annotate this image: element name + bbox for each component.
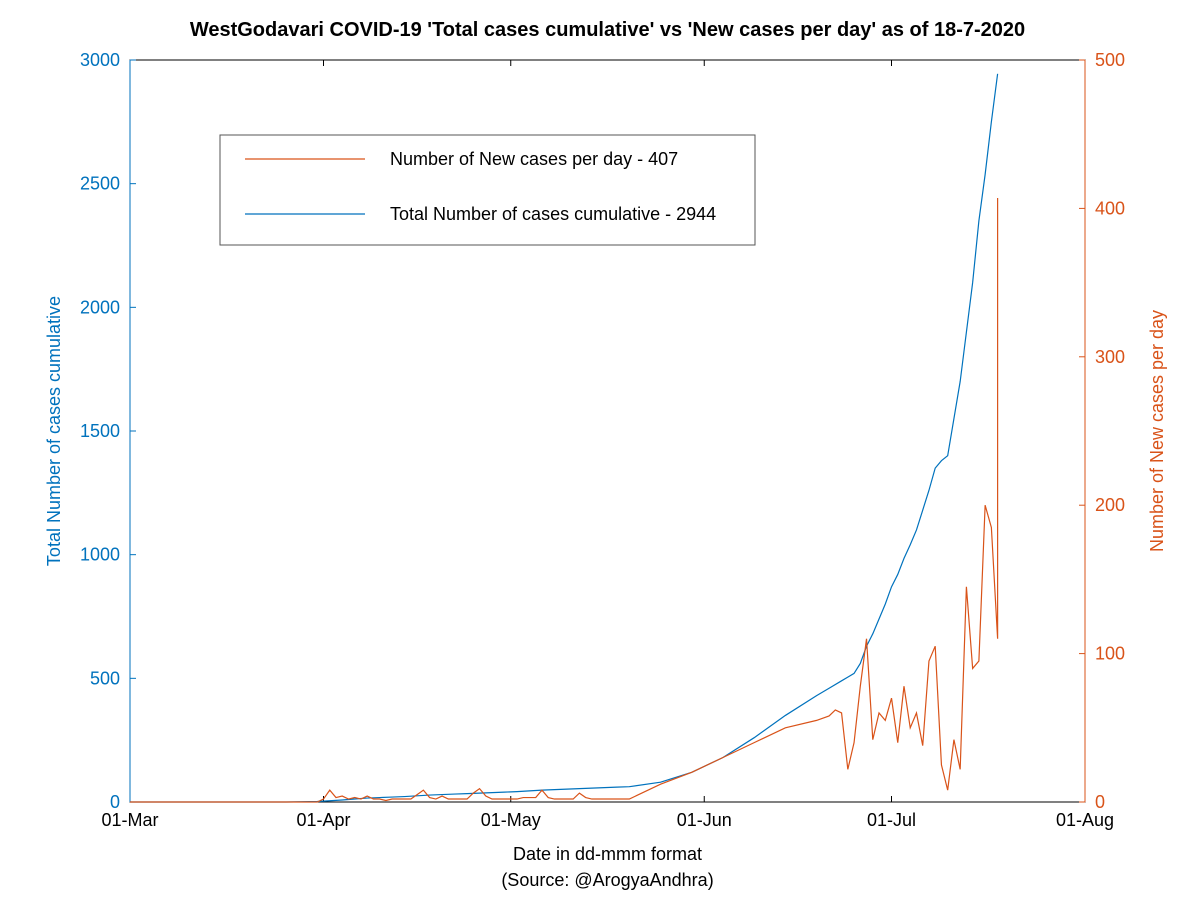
y-left-axis-label: Total Number of cases cumulative bbox=[44, 296, 64, 566]
y-right-tick-label: 0 bbox=[1095, 792, 1105, 812]
chart-title: WestGodavari COVID-19 'Total cases cumul… bbox=[190, 19, 1025, 41]
series-new-line bbox=[130, 198, 998, 802]
y-right-axis-label: Number of New cases per day bbox=[1147, 310, 1167, 552]
y-right-tick-label: 400 bbox=[1095, 198, 1125, 218]
x-tick-label: 01-Mar bbox=[101, 810, 158, 830]
x-tick-label: 01-Apr bbox=[296, 810, 350, 830]
legend-label: Total Number of cases cumulative - 2944 bbox=[390, 204, 716, 224]
y-left-tick-label: 1000 bbox=[80, 545, 120, 565]
x-tick-label: 01-Jul bbox=[867, 810, 916, 830]
plot-border bbox=[130, 60, 1085, 802]
x-axis-label: Date in dd-mmm format bbox=[513, 844, 702, 864]
y-right-tick-label: 500 bbox=[1095, 50, 1125, 70]
y-right-tick-label: 300 bbox=[1095, 347, 1125, 367]
y-left-tick-label: 2000 bbox=[80, 297, 120, 317]
y-right-tick-label: 200 bbox=[1095, 495, 1125, 515]
series-cumulative-line bbox=[130, 74, 998, 802]
y-left-tick-label: 2500 bbox=[80, 174, 120, 194]
y-right-tick-label: 100 bbox=[1095, 644, 1125, 664]
y-left-tick-label: 1500 bbox=[80, 421, 120, 441]
legend-label: Number of New cases per day - 407 bbox=[390, 149, 678, 169]
y-left-tick-label: 3000 bbox=[80, 50, 120, 70]
y-left-tick-label: 500 bbox=[90, 668, 120, 688]
y-left-tick-label: 0 bbox=[110, 792, 120, 812]
x-tick-label: 01-Aug bbox=[1056, 810, 1114, 830]
x-axis-sublabel: (Source: @ArogyaAndhra) bbox=[501, 870, 713, 890]
x-tick-label: 01-Jun bbox=[677, 810, 732, 830]
chart-container: WestGodavari COVID-19 'Total cases cumul… bbox=[0, 0, 1200, 900]
chart-svg: WestGodavari COVID-19 'Total cases cumul… bbox=[0, 0, 1200, 900]
x-tick-label: 01-May bbox=[481, 810, 541, 830]
